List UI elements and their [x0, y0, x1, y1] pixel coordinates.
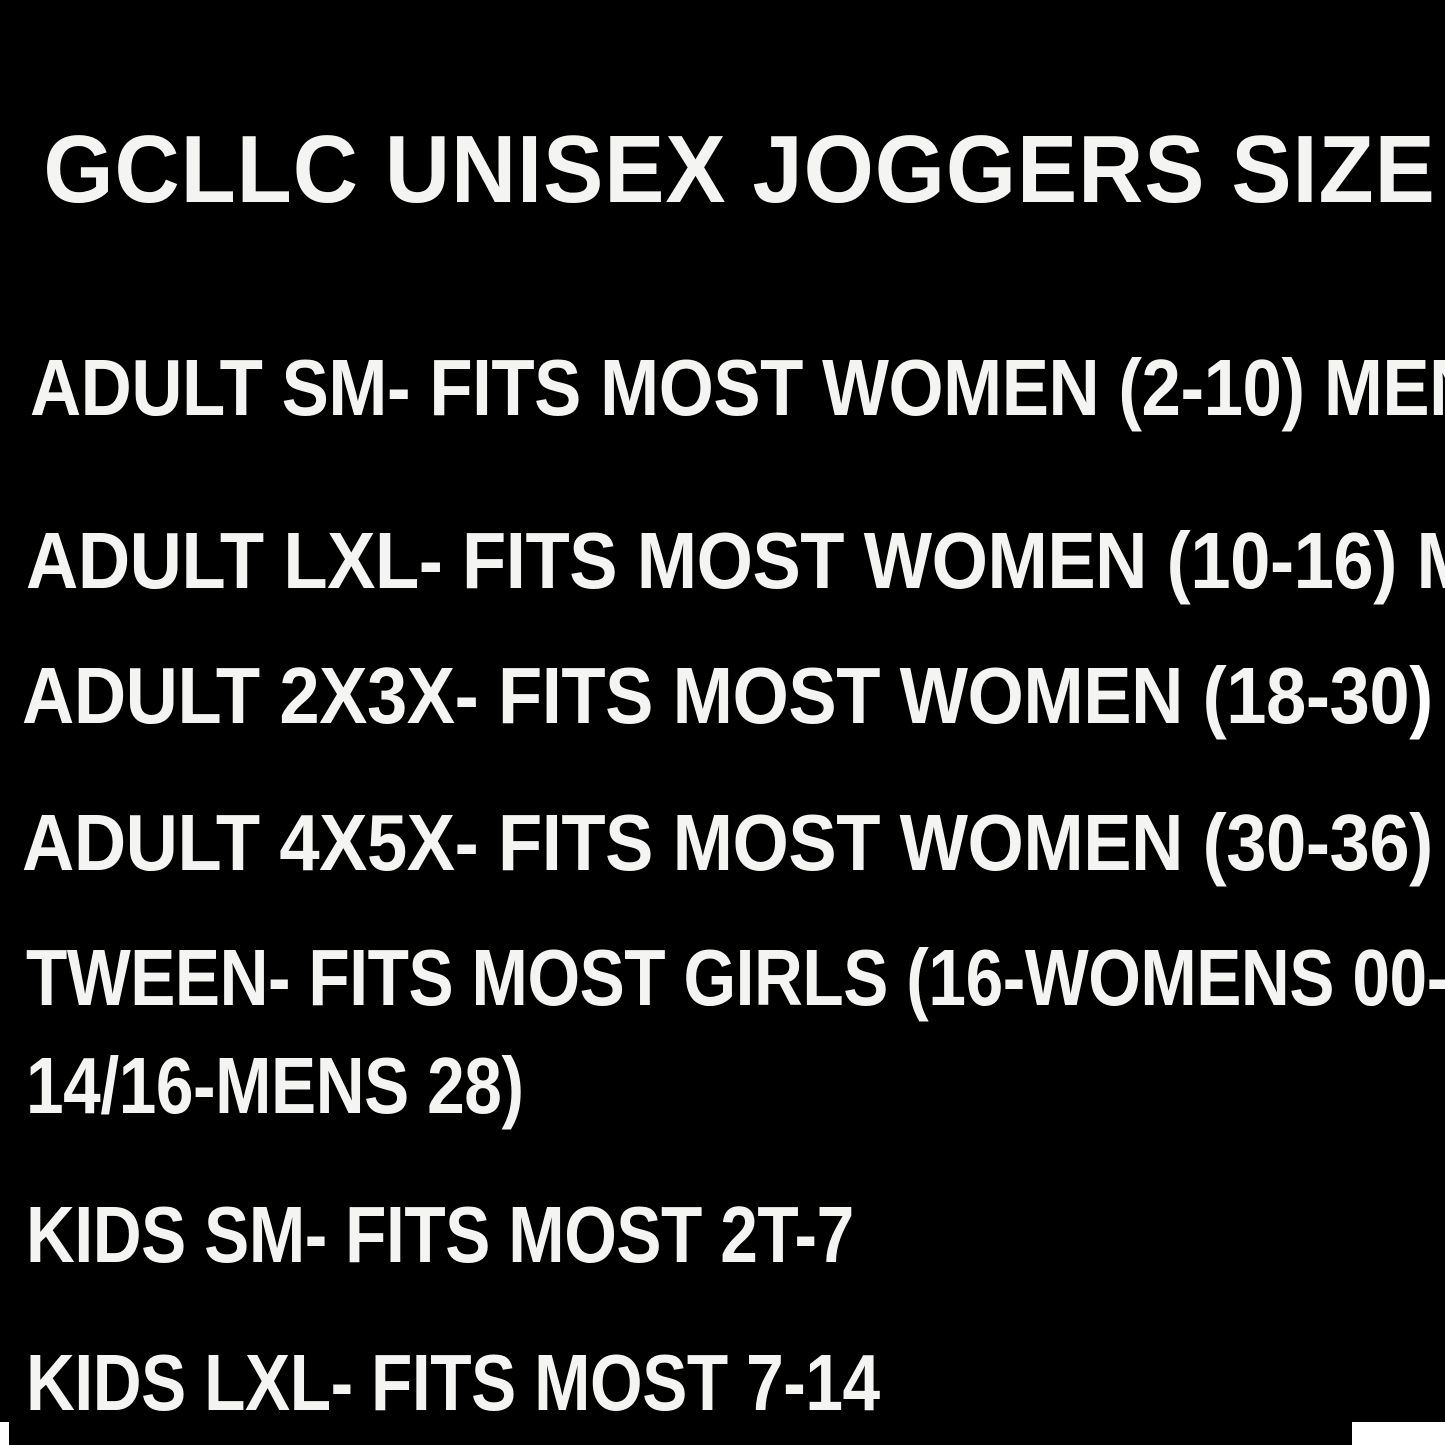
size-row-adult-2x3x-head: ADULT 2X3X- FITS MOST WOMEN (18-30 [22, 651, 1410, 740]
size-row-adult-lxl: ADULT LXL- FITS MOST WOMEN (10-16) MEN (… [26, 516, 1445, 605]
size-row-tween-line1: TWEEN- FITS MOST GIRLS (16-WOMENS 00-2) … [26, 933, 1445, 1022]
size-row-adult-2x3x: ADULT 2X3X- FITS MOST WOMEN (18-30) MEN … [22, 653, 1445, 739]
size-row-adult-sm: ADULT SM- FITS MOST WOMEN (2-10) MEN (28… [30, 343, 1445, 432]
size-row-tween-line2: 14/16-MENS 28) [26, 1041, 524, 1130]
size-row-kids-sm: KIDS SM- FITS MOST 2T-7 [26, 1190, 854, 1279]
bottom-left-edge-artifact [0, 1422, 9, 1445]
size-row-adult-2x3x-tail: ) MEN (40-46) [1409, 651, 1445, 740]
page-title: GCLLC UNISEX JOGGERS SIZE CHART [43, 116, 1445, 223]
size-row-kids-lxl: KIDS LXL- FITS MOST 7-14 [26, 1338, 880, 1427]
size-row-adult-4x5x: ADULT 4X5X- FITS MOST WOMEN (30-36) MEN … [22, 798, 1445, 887]
bottom-right-edge-artifact [1352, 1422, 1445, 1445]
